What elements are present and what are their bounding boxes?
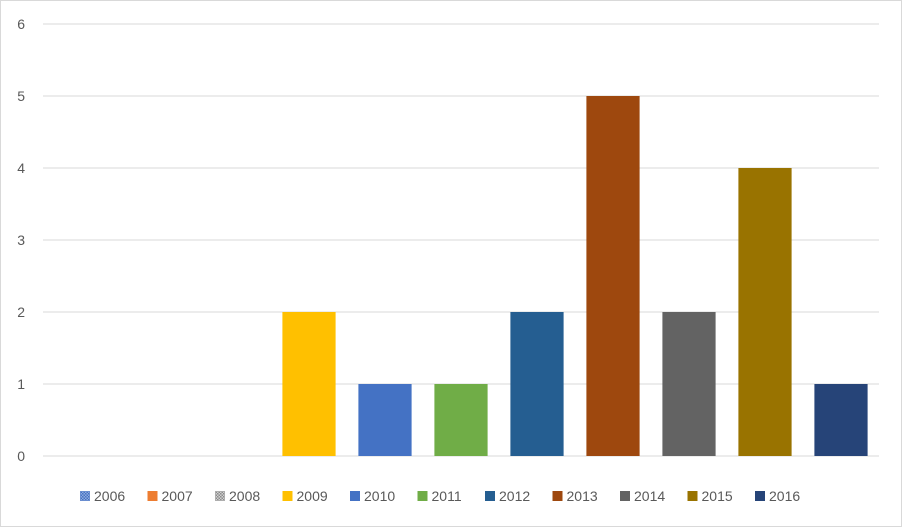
bars (282, 96, 868, 456)
y-tick-label: 2 (17, 304, 25, 320)
legend-swatch-2006 (80, 491, 90, 501)
legend-label-2016: 2016 (769, 488, 800, 504)
y-axis-tick-labels: 0 1 2 3 4 5 6 (17, 16, 25, 464)
legend-label-2007: 2007 (162, 488, 193, 504)
legend-label-2006: 2006 (94, 488, 125, 504)
bar-2013 (586, 96, 640, 456)
legend-swatch-2011 (417, 491, 428, 501)
legend-swatch-2012 (485, 491, 495, 501)
legend-label-2008: 2008 (229, 488, 260, 504)
legend-swatch-2016 (755, 491, 765, 501)
bar-2015 (738, 168, 792, 456)
legend-swatch-2013 (552, 491, 563, 501)
legend-swatch-2010 (350, 491, 360, 501)
legend-swatch-2014 (620, 491, 630, 501)
bar-2009 (282, 312, 336, 456)
bar-2012 (510, 312, 564, 456)
gridlines (43, 23, 879, 457)
bar-2011 (434, 384, 488, 456)
y-tick-label: 5 (17, 88, 25, 104)
legend: 2006 2007 2008 2009 2010 2011 2012 2013 2014 2015… (80, 488, 800, 504)
bar-2010 (358, 384, 412, 456)
legend-swatch-2007 (147, 491, 158, 501)
legend-swatch-2009 (282, 491, 293, 501)
y-tick-label: 0 (17, 448, 25, 464)
legend-label-2013: 2013 (567, 488, 598, 504)
y-tick-label: 3 (17, 232, 25, 248)
legend-swatch-2008 (215, 491, 225, 501)
legend-label-2011: 2011 (432, 488, 462, 504)
legend-label-2010: 2010 (364, 488, 395, 504)
bar-2014 (662, 312, 716, 456)
legend-label-2014: 2014 (634, 488, 665, 504)
legend-label-2012: 2012 (499, 488, 530, 504)
y-tick-label: 4 (17, 160, 25, 176)
legend-label-2015: 2015 (702, 488, 733, 504)
legend-swatch-2015 (687, 491, 698, 501)
y-tick-label: 6 (17, 16, 25, 32)
legend-label-2009: 2009 (297, 488, 328, 504)
y-tick-label: 1 (17, 376, 25, 392)
bar-2016 (814, 384, 868, 456)
